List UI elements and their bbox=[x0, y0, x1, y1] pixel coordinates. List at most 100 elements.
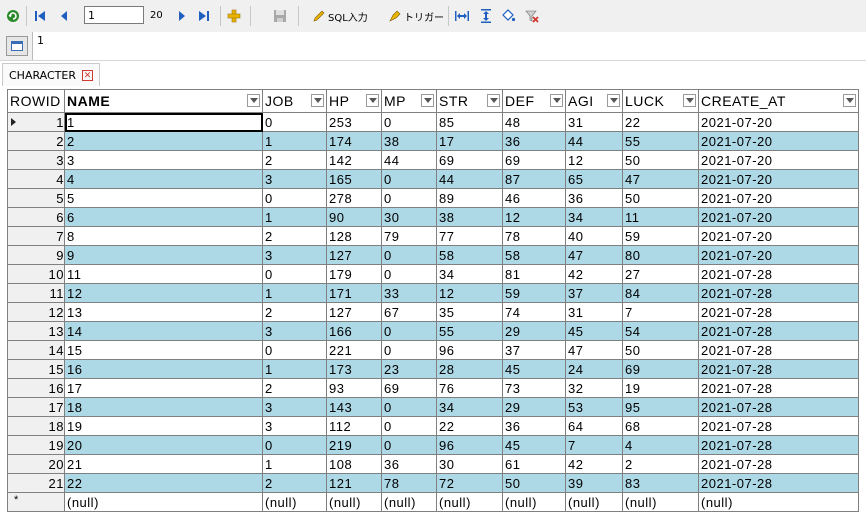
column-header-create-at[interactable]: CREATE_AT bbox=[698, 89, 859, 113]
clear-filter-button[interactable] bbox=[524, 6, 540, 26]
cell-def[interactable]: 29 bbox=[502, 397, 566, 417]
cell-name[interactable]: 6 bbox=[64, 207, 263, 227]
first-page-button[interactable] bbox=[32, 6, 48, 26]
column-header-job[interactable]: JOB bbox=[262, 89, 327, 113]
chevron-down-icon[interactable] bbox=[421, 94, 434, 107]
new-cell-str[interactable]: (null) bbox=[436, 492, 503, 512]
table-row[interactable]: 19 20 0 219 0 96 45 7 4 2021-07-28 bbox=[7, 435, 859, 455]
cell-name[interactable]: 3 bbox=[64, 150, 263, 170]
column-header-hp[interactable]: HP bbox=[326, 89, 382, 113]
prev-page-button[interactable] bbox=[56, 6, 72, 26]
value-editor-button[interactable] bbox=[6, 36, 28, 56]
cell-hp[interactable]: 221 bbox=[326, 340, 382, 360]
cell-hp[interactable]: 93 bbox=[326, 378, 382, 398]
column-header-name[interactable]: NAME bbox=[64, 89, 263, 113]
cell-luck[interactable]: 54 bbox=[622, 321, 699, 341]
cell-create-at[interactable]: 2021-07-28 bbox=[698, 454, 859, 474]
chevron-down-icon[interactable] bbox=[247, 94, 260, 107]
cell-create-at[interactable]: 2021-07-20 bbox=[698, 245, 859, 265]
cell-luck[interactable]: 80 bbox=[622, 245, 699, 265]
cell-hp[interactable]: 128 bbox=[326, 226, 382, 246]
cell-hp[interactable]: 143 bbox=[326, 397, 382, 417]
column-header-def[interactable]: DEF bbox=[502, 89, 566, 113]
column-header-luck[interactable]: LUCK bbox=[622, 89, 699, 113]
cell-hp[interactable]: 253 bbox=[326, 112, 382, 132]
cell-def[interactable]: 59 bbox=[502, 283, 566, 303]
cell-agi[interactable]: 64 bbox=[565, 416, 623, 436]
cell-agi[interactable]: 65 bbox=[565, 169, 623, 189]
cell-mp[interactable]: 38 bbox=[381, 131, 437, 151]
cell-def[interactable]: 74 bbox=[502, 302, 566, 322]
cell-name[interactable]: 5 bbox=[64, 188, 263, 208]
next-page-button[interactable] bbox=[174, 6, 190, 26]
table-row[interactable]: 21 22 2 121 78 72 50 39 83 2021-07-28 bbox=[7, 473, 859, 493]
cell-mp[interactable]: 67 bbox=[381, 302, 437, 322]
cell-luck[interactable]: 50 bbox=[622, 188, 699, 208]
table-row[interactable]: 4 4 3 165 0 44 87 65 47 2021-07-20 bbox=[7, 169, 859, 189]
cell-def[interactable]: 50 bbox=[502, 473, 566, 493]
cell-name[interactable]: 1 bbox=[64, 112, 263, 132]
new-cell-name[interactable]: (null) bbox=[64, 492, 263, 512]
cell-create-at[interactable]: 2021-07-28 bbox=[698, 435, 859, 455]
cell-agi[interactable]: 34 bbox=[565, 207, 623, 227]
cell-def[interactable]: 45 bbox=[502, 359, 566, 379]
fit-height-button[interactable] bbox=[478, 6, 494, 26]
table-row[interactable]: 12 13 2 127 67 35 74 31 7 2021-07-28 bbox=[7, 302, 859, 322]
cell-job[interactable]: 0 bbox=[262, 264, 327, 284]
sql-input-button[interactable]: SQL入力 bbox=[312, 6, 368, 26]
cell-agi[interactable]: 42 bbox=[565, 454, 623, 474]
cell-luck[interactable]: 19 bbox=[622, 378, 699, 398]
cell-job[interactable]: 2 bbox=[262, 378, 327, 398]
new-cell-hp[interactable]: (null) bbox=[326, 492, 382, 512]
cell-agi[interactable]: 7 bbox=[565, 435, 623, 455]
tab-character[interactable]: CHARACTER ✕ bbox=[2, 63, 100, 86]
cell-def[interactable]: 73 bbox=[502, 378, 566, 398]
cell-job[interactable]: 1 bbox=[262, 359, 327, 379]
cell-luck[interactable]: 95 bbox=[622, 397, 699, 417]
table-row[interactable]: 18 19 3 112 0 22 36 64 68 2021-07-28 bbox=[7, 416, 859, 436]
cell-create-at[interactable]: 2021-07-20 bbox=[698, 207, 859, 227]
table-row[interactable]: 5 5 0 278 0 89 46 36 50 2021-07-20 bbox=[7, 188, 859, 208]
chevron-down-icon[interactable] bbox=[311, 94, 324, 107]
cell-mp[interactable]: 36 bbox=[381, 454, 437, 474]
table-row[interactable]: 10 11 0 179 0 34 81 42 27 2021-07-28 bbox=[7, 264, 859, 284]
cell-luck[interactable]: 68 bbox=[622, 416, 699, 436]
cell-create-at[interactable]: 2021-07-20 bbox=[698, 169, 859, 189]
cell-luck[interactable]: 50 bbox=[622, 150, 699, 170]
column-header-mp[interactable]: MP bbox=[381, 89, 437, 113]
cell-create-at[interactable]: 2021-07-28 bbox=[698, 302, 859, 322]
cell-agi[interactable]: 12 bbox=[565, 150, 623, 170]
cell-luck[interactable]: 22 bbox=[622, 112, 699, 132]
cell-agi[interactable]: 31 bbox=[565, 112, 623, 132]
cell-str[interactable]: 28 bbox=[436, 359, 503, 379]
cell-def[interactable]: 69 bbox=[502, 150, 566, 170]
chevron-down-icon[interactable] bbox=[487, 94, 500, 107]
new-cell-job[interactable]: (null) bbox=[262, 492, 327, 512]
cell-hp[interactable]: 142 bbox=[326, 150, 382, 170]
cell-create-at[interactable]: 2021-07-28 bbox=[698, 321, 859, 341]
cell-mp[interactable]: 0 bbox=[381, 435, 437, 455]
cell-job[interactable]: 1 bbox=[262, 454, 327, 474]
column-header-agi[interactable]: AGI bbox=[565, 89, 623, 113]
cell-job[interactable]: 3 bbox=[262, 416, 327, 436]
trigger-button[interactable]: トリガー bbox=[388, 6, 444, 26]
cell-str[interactable]: 22 bbox=[436, 416, 503, 436]
cell-name[interactable]: 16 bbox=[64, 359, 263, 379]
format-button[interactable] bbox=[500, 6, 516, 26]
cell-mp[interactable]: 0 bbox=[381, 397, 437, 417]
cell-str[interactable]: 77 bbox=[436, 226, 503, 246]
new-cell-luck[interactable]: (null) bbox=[622, 492, 699, 512]
cell-name[interactable]: 9 bbox=[64, 245, 263, 265]
cell-str[interactable]: 30 bbox=[436, 454, 503, 474]
cell-mp[interactable]: 0 bbox=[381, 416, 437, 436]
cell-def[interactable]: 48 bbox=[502, 112, 566, 132]
cell-create-at[interactable]: 2021-07-28 bbox=[698, 340, 859, 360]
new-cell-agi[interactable]: (null) bbox=[565, 492, 623, 512]
cell-str[interactable]: 35 bbox=[436, 302, 503, 322]
cell-name[interactable]: 12 bbox=[64, 283, 263, 303]
table-row[interactable]: 20 21 1 108 36 30 61 42 2 2021-07-28 bbox=[7, 454, 859, 474]
cell-job[interactable]: 1 bbox=[262, 207, 327, 227]
cell-create-at[interactable]: 2021-07-28 bbox=[698, 283, 859, 303]
cell-str[interactable]: 89 bbox=[436, 188, 503, 208]
cell-str[interactable]: 34 bbox=[436, 264, 503, 284]
